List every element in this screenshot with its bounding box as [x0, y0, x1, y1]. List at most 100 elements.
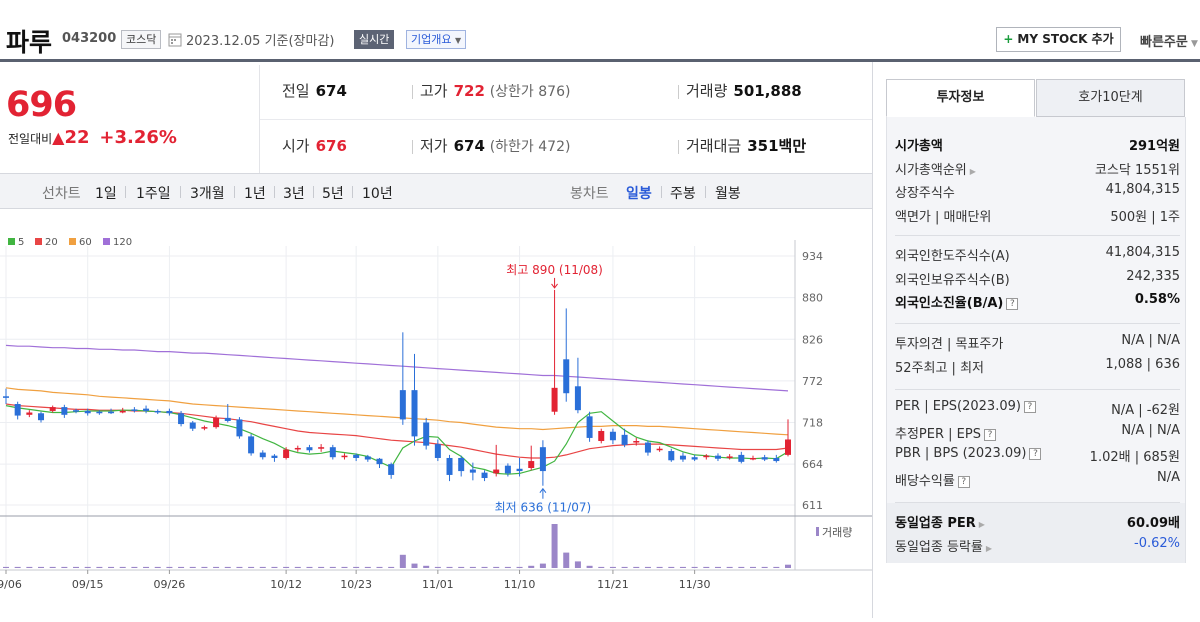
chevron-right-icon: ▶ [978, 520, 985, 529]
help-icon[interactable]: ? [1029, 448, 1042, 460]
x-tick-label: 11/30 [679, 578, 711, 591]
info-label: 배당수익률 [895, 473, 955, 489]
candle-body [119, 410, 126, 413]
info-value: -0.62% [1134, 535, 1180, 551]
tab-orderbook[interactable]: 호가10단계 [1036, 79, 1185, 117]
candle-weekly[interactable]: 주봉 [670, 186, 696, 202]
volume-value: 501,888 [733, 82, 802, 100]
info-row[interactable]: 시가총액순위 ▶ 코스닥 1551위 [895, 159, 1180, 181]
tab-investment-info[interactable]: 투자정보 [886, 79, 1035, 117]
x-tick-label: 09/26 [154, 578, 186, 591]
candle-body [633, 441, 640, 443]
candle-body [108, 411, 115, 414]
help-icon[interactable]: ? [983, 428, 996, 441]
info-row: 52주최고 | 최저 1,088 | 636 [895, 357, 1180, 379]
info-label: 52주최고 | 최저 [895, 360, 984, 376]
volume-bar [61, 566, 68, 568]
candle-body [411, 390, 418, 437]
info-value: 291억원 [1128, 139, 1180, 154]
volume-bar [236, 566, 243, 568]
chevron-down-icon: ▼ [454, 36, 462, 45]
candle-body [423, 422, 430, 446]
candle-body [73, 410, 80, 412]
volume-bar [458, 566, 465, 568]
help-icon[interactable]: ? [957, 475, 970, 488]
volume-bar [294, 566, 301, 568]
candle-body [38, 413, 45, 421]
candle-body [609, 431, 616, 441]
legend-swatch [35, 238, 42, 245]
help-icon[interactable]: ? [1023, 401, 1036, 413]
volume-bar [271, 566, 278, 568]
divider [895, 235, 1180, 236]
x-tick-label: 09/06 [0, 578, 22, 591]
volume-bar [644, 566, 651, 568]
add-mystock-button[interactable]: + MY STOCK 추가 [996, 27, 1121, 52]
info-row[interactable]: 외국인소진율(B/A)? 0.58% [895, 292, 1180, 314]
info-value: 41,804,315 [1105, 182, 1180, 197]
change-label: 전일대비 [8, 132, 53, 146]
candle-chart-label: 봉차트 [570, 186, 609, 202]
volume-bar [563, 552, 570, 568]
period-10y[interactable]: 10년 [362, 186, 393, 202]
candle-body [551, 387, 558, 412]
volume-bar [469, 566, 476, 568]
legend-swatch [103, 238, 110, 245]
quick-order-button[interactable]: 빠른주문 ▼ [1140, 31, 1198, 50]
info-value: 242,335 [1126, 268, 1180, 284]
candle-daily[interactable]: 일봉 [626, 186, 652, 202]
base-date: 2023.12.05 기준(장마감) [186, 34, 335, 49]
x-tick-label: 11/10 [504, 578, 536, 591]
period-5y[interactable]: 5년 [322, 186, 344, 202]
period-1y[interactable]: 1년 [244, 186, 266, 202]
info-label: PER | EPS(2023.09) [895, 399, 1021, 414]
up-arrow-icon [539, 487, 547, 494]
period-3y[interactable]: 3년 [283, 186, 305, 202]
volume-bar [493, 566, 500, 568]
prev-close-label: 전일 [282, 82, 310, 100]
period-1w[interactable]: 1주일 [136, 186, 171, 202]
divider [895, 389, 1180, 390]
plus-icon: + [1003, 32, 1014, 46]
candle-monthly[interactable]: 월봉 [715, 186, 741, 202]
volume-legend-swatch [816, 527, 819, 536]
candle-body [271, 455, 278, 458]
chevron-right-icon: ▶ [969, 166, 976, 176]
volume-bar [761, 566, 768, 568]
market-badge: 코스닥 [121, 30, 162, 49]
volume-bar [598, 566, 605, 568]
x-tick-label: 10/23 [340, 578, 372, 591]
volume-bar [434, 566, 441, 568]
candle-body [598, 430, 605, 442]
help-icon[interactable]: ? [1006, 298, 1019, 310]
y-tick-label: 826 [802, 333, 823, 346]
price-chart[interactable]: 5 20 60 120 934 880 826 772 718 664 611 최고 890 (11/… [0, 210, 872, 618]
trade-value: 351백만 [747, 137, 807, 155]
volume-bar [388, 566, 395, 568]
info-row[interactable]: PER | EPS(2023.09)? N/A | -62원 [895, 399, 1180, 421]
company-info-dropdown[interactable]: 기업개요 ▼ [406, 30, 467, 49]
candle-body [189, 422, 196, 429]
volume-bar [283, 566, 290, 568]
info-label: PBR | BPS (2023.09) [895, 446, 1027, 461]
period-1d[interactable]: 1일 [95, 186, 117, 202]
info-row[interactable]: 배당수익률? N/A [895, 470, 1180, 492]
volume-bar [679, 566, 686, 568]
low-label: 저가 [420, 137, 448, 155]
volume-bar [551, 524, 558, 568]
candle-body [516, 468, 523, 472]
info-row[interactable]: PBR | BPS (2023.09)? 1.02배 | 685원 [895, 446, 1180, 468]
info-row[interactable]: 추정PER | EPS? N/A | N/A [895, 423, 1180, 445]
candle-body [761, 457, 768, 460]
info-row[interactable]: 동일업종 PER ▶ 60.09배 [895, 512, 1180, 534]
y-tick-label: 611 [802, 499, 823, 512]
candle-body [143, 408, 150, 411]
info-value: 1,088 | 636 [1105, 356, 1180, 372]
realtime-button[interactable]: 실시간 [354, 30, 395, 49]
ma20-line [5, 403, 789, 459]
period-3m[interactable]: 3개월 [190, 186, 225, 202]
volume-bar [38, 566, 45, 568]
info-row[interactable]: 동일업종 등락률 ▶ -0.62% [895, 536, 1180, 558]
candle-body [773, 457, 780, 462]
volume-bar [621, 566, 628, 568]
